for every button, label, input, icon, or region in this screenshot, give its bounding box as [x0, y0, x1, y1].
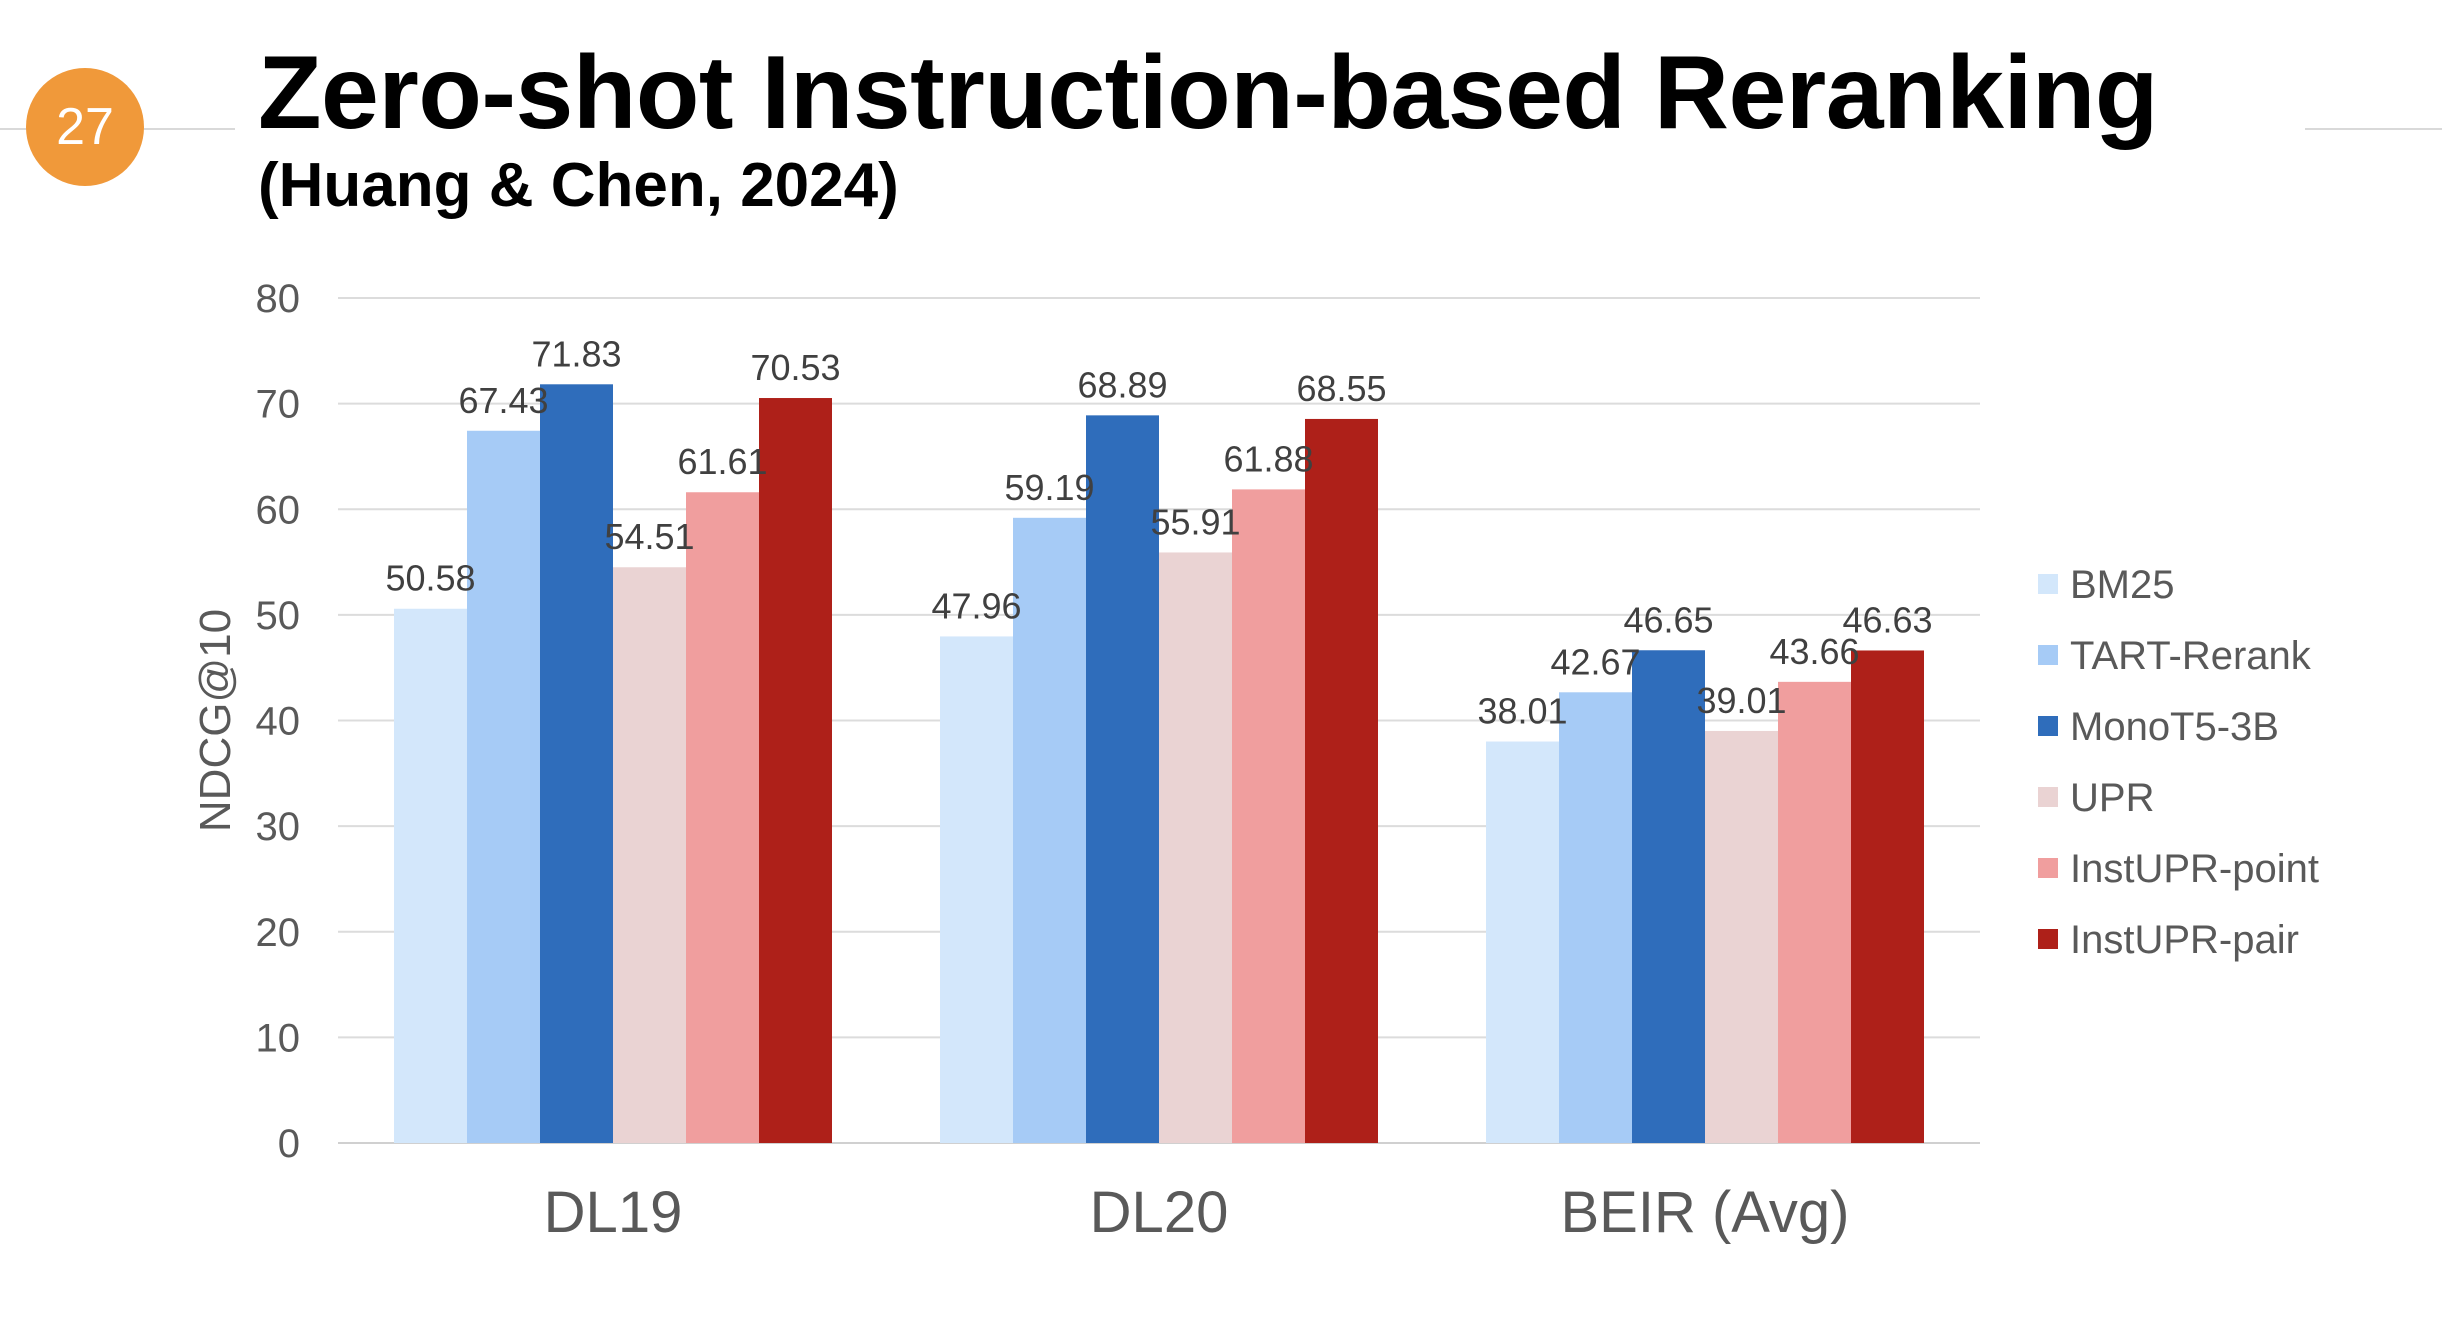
y-tick-label: 10	[256, 1016, 301, 1060]
bar-monot5-3b-1	[1086, 415, 1159, 1143]
bar-bm25-2	[1486, 741, 1559, 1143]
legend-label: MonoT5-3B	[2070, 705, 2279, 749]
data-label: 68.55	[1296, 368, 1386, 409]
data-label: 38.01	[1477, 691, 1567, 732]
slide-number-badge: 27	[26, 68, 144, 186]
bar-tart-rerank-0	[467, 430, 540, 1143]
data-label: 54.51	[604, 516, 694, 557]
legend-label: TART-Rerank	[2070, 634, 2312, 678]
bar-instupr-point-2	[1778, 681, 1851, 1143]
data-label: 70.53	[750, 347, 840, 388]
bar-upr-2	[1705, 730, 1778, 1143]
bar-upr-0	[613, 567, 686, 1143]
bar-monot5-3b-0	[540, 384, 613, 1143]
bar-instupr-point-0	[686, 492, 759, 1143]
y-tick-label: 80	[256, 277, 301, 321]
data-label: 59.19	[1004, 467, 1094, 508]
bar-instupr-pair-0	[759, 398, 832, 1144]
y-tick-label: 50	[256, 594, 301, 638]
legend-label: UPR	[2070, 776, 2154, 820]
data-label: 68.89	[1077, 364, 1167, 405]
y-axis-label: NDCG@10	[191, 609, 240, 832]
y-tick-label: 0	[278, 1122, 300, 1166]
data-label: 67.43	[458, 380, 548, 421]
legend: BM25 TART-Rerank MonoT5-3B UPR InstUPR-point…	[2038, 563, 2319, 962]
bar-instupr-pair-2	[1851, 650, 1924, 1143]
data-labels: 50.58 67.43 71.83 54.51 61.61 70.53 47.96 59.19…	[385, 333, 1932, 731]
bar-upr-1	[1159, 552, 1232, 1143]
legend-swatch	[2038, 787, 2058, 807]
data-label: 61.61	[677, 441, 767, 482]
x-category-label: DL20	[1090, 1180, 1229, 1245]
bar-tart-rerank-1	[1013, 517, 1086, 1143]
data-label: 55.91	[1150, 501, 1240, 542]
legend-swatch	[2038, 716, 2058, 736]
y-tick-label: 70	[256, 383, 301, 427]
y-tick-label: 30	[256, 805, 301, 849]
x-category-label: BEIR (Avg)	[1560, 1180, 1849, 1245]
y-tick-label: 60	[256, 488, 301, 532]
data-label: 42.67	[1550, 641, 1640, 682]
legend-swatch	[2038, 929, 2058, 949]
legend-label: BM25	[2070, 563, 2175, 607]
slide-title: Zero-shot Instruction-based Reranking	[258, 35, 2158, 151]
y-tick-label: 40	[256, 700, 301, 744]
data-label: 50.58	[385, 558, 475, 599]
data-label: 43.66	[1769, 631, 1859, 672]
bar-monot5-3b-2	[1632, 650, 1705, 1143]
legend-label: InstUPR-point	[2070, 847, 2319, 891]
legend-label: InstUPR-pair	[2070, 918, 2299, 962]
bar-tart-rerank-2	[1559, 692, 1632, 1143]
header-rule-right	[2305, 128, 2442, 130]
bars	[394, 384, 1924, 1144]
bar-instupr-point-1	[1232, 489, 1305, 1144]
data-label: 71.83	[531, 333, 621, 374]
bar-bm25-1	[940, 636, 1013, 1143]
axes: 0 10 20 30 40 50 60 70 80 NDCG@10 DL19 DL20 BEIR (Av…	[191, 277, 1850, 1245]
legend-swatch	[2038, 858, 2058, 878]
data-label: 61.88	[1223, 438, 1313, 479]
bar-bm25-0	[394, 608, 467, 1143]
slide-subtitle: (Huang & Chen, 2024)	[258, 151, 899, 220]
data-label: 46.65	[1623, 599, 1713, 640]
legend-swatch	[2038, 574, 2058, 594]
legend-swatch	[2038, 645, 2058, 665]
y-tick-label: 20	[256, 911, 301, 955]
data-label: 47.96	[931, 585, 1021, 626]
data-label: 46.63	[1842, 599, 1932, 640]
bar-instupr-pair-1	[1305, 418, 1378, 1143]
x-category-label: DL19	[544, 1180, 683, 1245]
data-label: 39.01	[1696, 680, 1786, 721]
